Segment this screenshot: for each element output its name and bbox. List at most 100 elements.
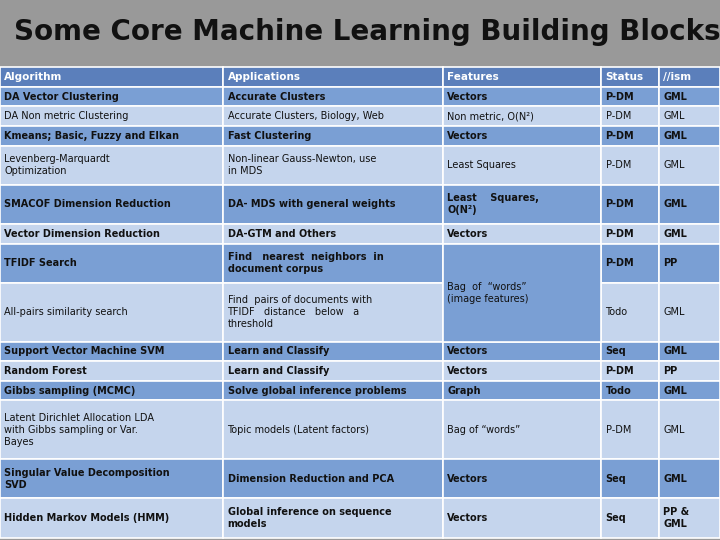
Bar [443, 401, 601, 459]
Text: GML: GML [663, 474, 687, 484]
Bar [0, 498, 223, 538]
Bar [601, 106, 659, 126]
Text: GML: GML [663, 307, 685, 317]
Text: Find  pairs of documents with
TFIDF   distance   below   a
threshold: Find pairs of documents with TFIDF dista… [228, 295, 372, 329]
Text: Levenberg-Marquardt
Optimization: Levenberg-Marquardt Optimization [4, 154, 110, 176]
Text: Topic models (Latent factors): Topic models (Latent factors) [228, 425, 369, 435]
Text: GML: GML [663, 131, 687, 141]
Bar [443, 126, 601, 146]
Text: P-DM: P-DM [606, 366, 634, 376]
Bar [223, 106, 443, 126]
Bar [601, 224, 659, 244]
Bar [601, 146, 659, 185]
Text: Least Squares: Least Squares [447, 160, 516, 170]
Text: P-DM: P-DM [606, 199, 634, 210]
Bar [0, 87, 223, 106]
Bar [659, 498, 720, 538]
Text: Vectors: Vectors [447, 229, 488, 239]
Bar [601, 381, 659, 401]
Bar [443, 342, 601, 361]
Bar [0, 342, 223, 361]
Bar [443, 381, 601, 401]
Bar [443, 361, 601, 381]
Bar [223, 224, 443, 244]
Text: Hidden Markov Models (HMM): Hidden Markov Models (HMM) [4, 513, 170, 523]
Text: PP: PP [663, 258, 678, 268]
Bar [0, 283, 223, 342]
Text: Singular Value Decomposition
SVD: Singular Value Decomposition SVD [4, 468, 170, 490]
Text: Dimension Reduction and PCA: Dimension Reduction and PCA [228, 474, 394, 484]
Bar [0, 381, 223, 401]
Bar [223, 381, 443, 401]
Text: Accurate Clusters: Accurate Clusters [228, 92, 325, 102]
Bar [659, 87, 720, 106]
Text: Fast Clustering: Fast Clustering [228, 131, 311, 141]
Text: Vectors: Vectors [447, 346, 488, 356]
Text: //ism: //ism [663, 72, 691, 82]
Bar [0, 146, 223, 185]
Text: TFIDF Search: TFIDF Search [4, 258, 77, 268]
Bar [0, 224, 223, 244]
Bar [443, 87, 601, 106]
Text: DA Non metric Clustering: DA Non metric Clustering [4, 111, 129, 121]
Text: GML: GML [663, 199, 687, 210]
Text: Random Forest: Random Forest [4, 366, 87, 376]
Text: Bag  of  “words”
(image features): Bag of “words” (image features) [447, 281, 528, 303]
Bar [659, 381, 720, 401]
Bar [0, 361, 223, 381]
Bar [223, 87, 443, 106]
Bar [223, 185, 443, 224]
Text: SMACOF Dimension Reduction: SMACOF Dimension Reduction [4, 199, 171, 210]
Bar [443, 185, 601, 224]
Bar [443, 224, 601, 244]
Text: GML: GML [663, 346, 687, 356]
Text: Seq: Seq [606, 513, 626, 523]
Bar [659, 126, 720, 146]
Text: Seq: Seq [606, 474, 626, 484]
Text: Non metric, O(N²): Non metric, O(N²) [447, 111, 534, 121]
Bar [659, 185, 720, 224]
Bar [659, 146, 720, 185]
Bar [659, 342, 720, 361]
Bar [223, 401, 443, 459]
Text: All-pairs similarity search: All-pairs similarity search [4, 307, 128, 317]
Bar [443, 498, 601, 538]
Text: Vectors: Vectors [447, 513, 488, 523]
Bar [601, 283, 659, 342]
Bar [659, 401, 720, 459]
Bar [601, 126, 659, 146]
Bar [601, 401, 659, 459]
Bar [0, 106, 223, 126]
Text: Features: Features [447, 72, 499, 82]
Bar [223, 361, 443, 381]
Bar [443, 146, 601, 185]
Bar [0, 126, 223, 146]
Bar [223, 244, 443, 283]
Bar [0, 244, 223, 283]
Bar [223, 126, 443, 146]
Bar [223, 459, 443, 498]
Text: P-DM: P-DM [606, 229, 634, 239]
Text: Status: Status [606, 72, 644, 82]
Text: P-DM: P-DM [606, 131, 634, 141]
Text: Vectors: Vectors [447, 366, 488, 376]
Bar [443, 459, 601, 498]
Bar [601, 342, 659, 361]
Bar [601, 87, 659, 106]
Bar [601, 459, 659, 498]
Bar [601, 244, 659, 283]
Text: Solve global inference problems: Solve global inference problems [228, 386, 406, 396]
Text: Todo: Todo [606, 307, 628, 317]
Text: Graph: Graph [447, 386, 481, 396]
Bar [223, 146, 443, 185]
Bar [659, 361, 720, 381]
Text: Least    Squares,
O(N²): Least Squares, O(N²) [447, 193, 539, 215]
Bar [601, 185, 659, 224]
Text: Vectors: Vectors [447, 474, 488, 484]
Bar [659, 67, 720, 87]
Text: Seq: Seq [606, 346, 626, 356]
Text: Gibbs sampling (MCMC): Gibbs sampling (MCMC) [4, 386, 135, 396]
Text: Applications: Applications [228, 72, 300, 82]
Bar [659, 106, 720, 126]
Text: GML: GML [663, 229, 687, 239]
